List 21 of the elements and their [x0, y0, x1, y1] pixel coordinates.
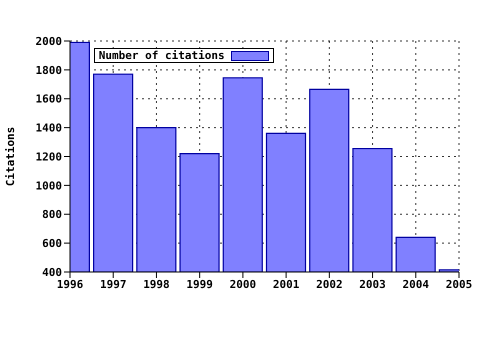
x-tick-label: 2002 — [316, 278, 343, 291]
y-tick-label: 600 — [42, 237, 62, 250]
x-tick-label: 1996 — [56, 278, 84, 291]
x-tick-label: 1998 — [143, 278, 170, 291]
x-tick-label: 2001 — [272, 278, 300, 291]
y-tick-label: 1200 — [36, 150, 62, 164]
x-tick-label: 2005 — [446, 278, 472, 291]
y-tick-label: 2000 — [36, 34, 62, 48]
y-tick-label: 1000 — [36, 179, 62, 192]
y-tick-label: 1800 — [36, 64, 62, 77]
y-tick-label: 1400 — [36, 122, 62, 135]
x-tick-label: 1997 — [100, 278, 126, 291]
y-tick-label: 800 — [42, 208, 62, 222]
y-axis-title: Citations — [4, 126, 17, 186]
x-tick-label: 2000 — [230, 278, 256, 291]
x-tick-label: 2004 — [402, 278, 430, 291]
y-tick-label: 1600 — [36, 92, 62, 106]
x-tick-label: 1999 — [186, 278, 213, 291]
y-tick-label: 400 — [42, 266, 62, 279]
x-tick-label: 2003 — [359, 278, 386, 291]
legend-label: Number of citations — [98, 49, 225, 62]
